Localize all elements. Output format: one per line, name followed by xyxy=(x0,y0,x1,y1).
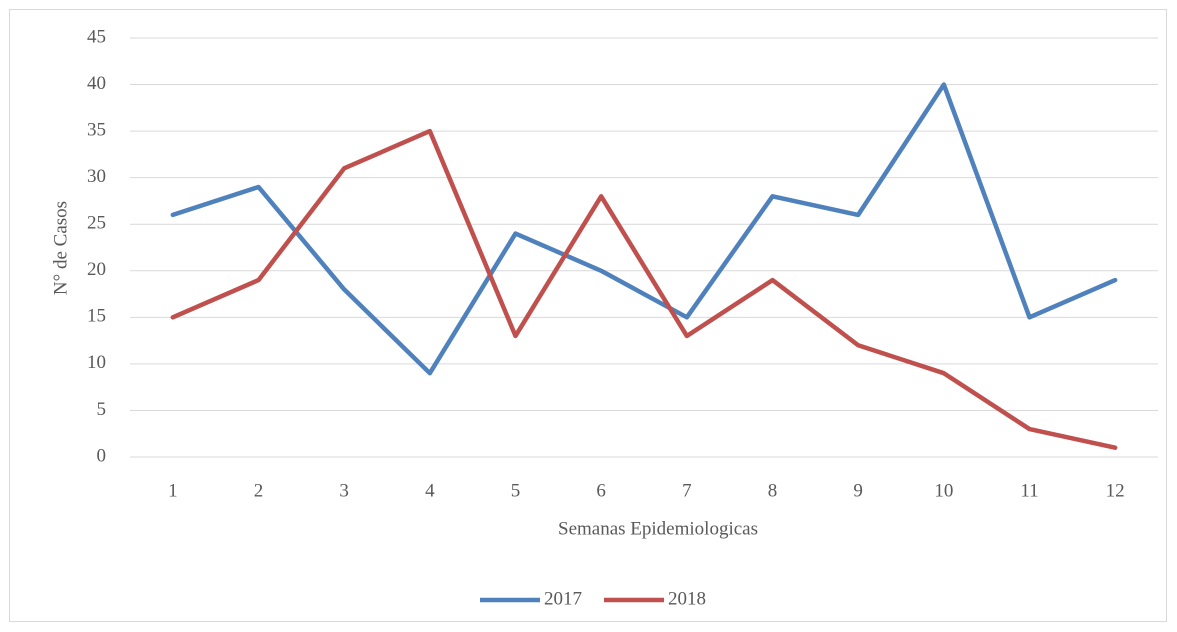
y-tick-label: 35 xyxy=(87,119,106,140)
line-series xyxy=(170,128,1118,450)
x-axis-label: Semanas Epidemiologicas xyxy=(558,518,758,539)
y-tick-label: 45 xyxy=(87,26,106,47)
y-tick-label: 30 xyxy=(87,166,106,187)
x-tick-label: 6 xyxy=(596,480,606,501)
legend-label: 2017 xyxy=(544,588,582,609)
x-tick-label: 8 xyxy=(768,480,778,501)
x-tick-label: 7 xyxy=(682,480,692,501)
y-axis-label: N° de Casos xyxy=(50,201,71,295)
y-tick-label: 40 xyxy=(87,73,106,94)
y-tick-label: 15 xyxy=(87,306,106,327)
legend-label: 2018 xyxy=(668,588,706,609)
x-tick-label: 4 xyxy=(425,480,435,501)
chart-border xyxy=(9,9,1167,622)
x-tick-label: 3 xyxy=(339,480,349,501)
y-tick-label: 20 xyxy=(87,259,106,280)
x-tick-label: 11 xyxy=(1020,480,1038,501)
x-tick-label: 9 xyxy=(853,480,863,501)
x-tick-label: 12 xyxy=(1106,480,1125,501)
y-tick-label: 0 xyxy=(97,445,107,466)
y-tick-label: 5 xyxy=(97,399,107,420)
x-tick-label: 2 xyxy=(254,480,264,501)
x-tick-label: 1 xyxy=(168,480,178,501)
y-tick-label: 10 xyxy=(87,352,106,373)
x-tick-label: 10 xyxy=(934,480,953,501)
line-series xyxy=(170,82,1118,376)
y-tick-label: 25 xyxy=(87,213,106,234)
x-tick-label: 5 xyxy=(511,480,521,501)
